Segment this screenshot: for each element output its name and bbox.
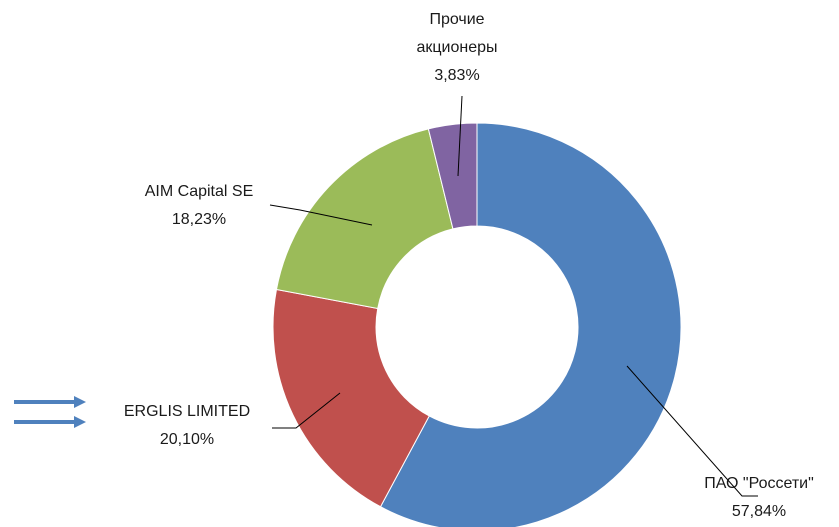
- label-name: AIM Capital SE: [144, 183, 254, 200]
- slice: [272, 288, 430, 508]
- data-label: ПАО "Россети" 57,84%: [679, 470, 839, 526]
- label-name: Прочие акционеры: [416, 11, 498, 56]
- data-label: Прочие акционеры 3,83%: [402, 6, 512, 90]
- leader-line: [269, 204, 373, 226]
- slice: [275, 128, 454, 310]
- label-value: 18,23%: [171, 211, 227, 228]
- arrow-shaft: [14, 420, 76, 424]
- label-value: 57,84%: [731, 503, 787, 520]
- label-value: 20,10%: [159, 431, 215, 448]
- leader-lines: [269, 95, 758, 497]
- data-label: ERGLIS LIMITED 20,10%: [107, 398, 267, 454]
- arrow-head: [74, 416, 86, 428]
- slice: [427, 122, 478, 230]
- data-label: AIM Capital SE 18,23%: [119, 178, 279, 234]
- arrow-shaft: [14, 400, 76, 404]
- leader-line: [457, 95, 463, 177]
- arrow-head: [74, 396, 86, 408]
- label-value: 3,83%: [434, 67, 480, 84]
- label-name: ПАО "Россети": [704, 475, 814, 492]
- slice: [379, 122, 682, 527]
- label-name: ERGLIS LIMITED: [123, 403, 251, 420]
- leader-line: [272, 392, 341, 429]
- arrows: [14, 396, 86, 428]
- leader-line: [626, 365, 758, 497]
